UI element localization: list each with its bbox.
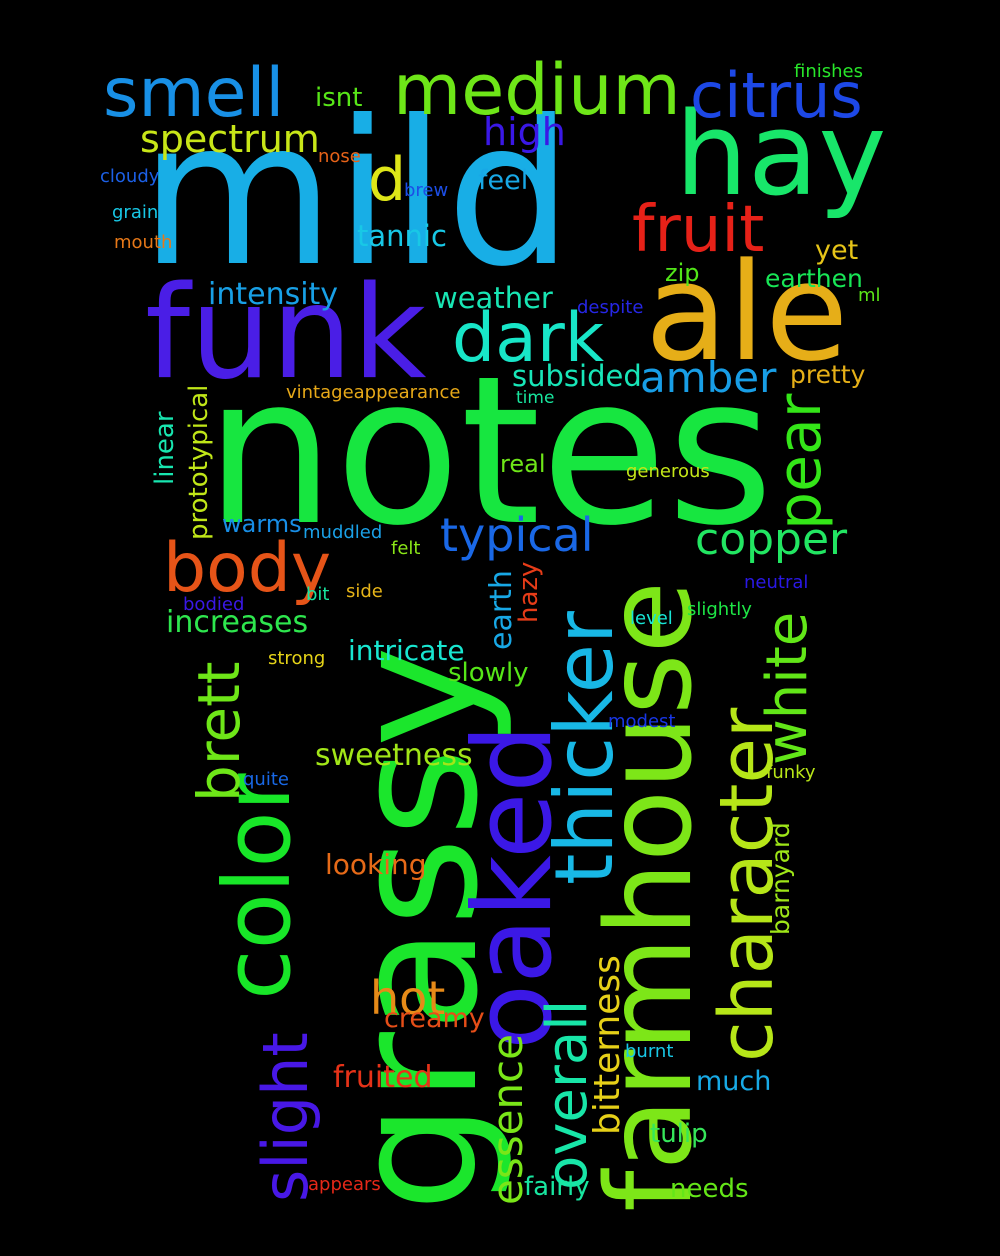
word-citrus: citrus xyxy=(690,59,863,132)
word-smell: smell xyxy=(103,54,285,133)
word-hay: hay xyxy=(675,88,887,222)
word-typical: typical xyxy=(440,508,594,562)
word-generous: generous xyxy=(626,461,710,482)
word-time: time xyxy=(516,388,555,408)
word-muddled: muddled xyxy=(303,522,383,543)
word-medium: medium xyxy=(393,49,681,131)
word-bit: bit xyxy=(306,584,330,605)
word-d: d xyxy=(368,145,407,215)
word-hot: hot xyxy=(370,971,446,1025)
word-neutral: neutral xyxy=(744,572,809,593)
word-quite: quite xyxy=(243,769,289,790)
word-intricate: intricate xyxy=(348,634,465,667)
word-high: high xyxy=(483,110,566,154)
word-barnyard: barnyard xyxy=(766,822,795,935)
word-weather: weather xyxy=(434,281,553,315)
word-white: white xyxy=(755,611,820,765)
word-amber: amber xyxy=(640,353,777,402)
word-much: much xyxy=(696,1066,772,1097)
word-zip: zip xyxy=(665,259,700,287)
word-mouth: mouth xyxy=(114,232,173,253)
word-appears: appears xyxy=(308,1174,381,1195)
word-essence: essence xyxy=(483,1034,532,1205)
word-hazy: hazy xyxy=(514,561,544,623)
word-level: level xyxy=(630,608,673,629)
word-needs: needs xyxy=(670,1174,749,1204)
word-yet: yet xyxy=(815,235,859,266)
word-finishes: finishes xyxy=(794,61,863,82)
word-prototypical: prototypical xyxy=(184,384,214,540)
word-tulip: tulip xyxy=(650,1119,708,1149)
word-ml: ml xyxy=(858,285,881,306)
word-intensity: intensity xyxy=(208,277,339,312)
word-subsided: subsided xyxy=(512,359,642,393)
word-real: real xyxy=(500,450,546,478)
word-spectrum: spectrum xyxy=(140,117,320,161)
word-fruit: fruit xyxy=(632,193,765,267)
word-dark: dark xyxy=(452,299,605,378)
word-pretty: pretty xyxy=(790,360,866,389)
word-mild: mild xyxy=(140,78,573,311)
word-bodied: bodied xyxy=(183,594,245,615)
word-pear: pear xyxy=(765,393,835,530)
word-felt: felt xyxy=(391,538,421,559)
word-notes: notes xyxy=(205,333,774,571)
word-isnt: isnt xyxy=(315,83,363,113)
word-cloudy: cloudy xyxy=(100,166,160,187)
word-grain: grain xyxy=(112,202,159,223)
word-earth: earth xyxy=(484,570,519,650)
word-creamy: creamy xyxy=(384,1003,485,1034)
word-warms: warms xyxy=(222,510,302,538)
word-burnt: burnt xyxy=(625,1041,674,1062)
word-bitterness: bitterness xyxy=(587,955,628,1135)
word-strong: strong xyxy=(268,648,326,669)
word-linear: linear xyxy=(150,411,180,485)
word-increases: increases xyxy=(166,605,309,640)
word-looking: looking xyxy=(325,848,427,881)
word-slowly: slowly xyxy=(448,658,529,688)
word-nose: nose xyxy=(318,146,361,167)
word-sweetness: sweetness xyxy=(315,738,473,773)
word-despite: despite xyxy=(577,297,644,318)
word-brett: brett xyxy=(185,661,253,802)
word-fruited: fruited xyxy=(333,1060,433,1095)
word-vintageappearance: vintageappearance xyxy=(286,382,461,403)
word-tannic: tannic xyxy=(357,219,447,253)
word-color: color xyxy=(204,773,311,1000)
word-feel: feel xyxy=(478,165,529,196)
word-earthen: earthen xyxy=(765,264,863,293)
word-copper: copper xyxy=(695,514,848,565)
word-ale: ale xyxy=(645,234,849,391)
word-side: side xyxy=(346,581,383,602)
word-funk: funk xyxy=(145,259,427,408)
word-fairly: fairly xyxy=(524,1172,590,1202)
word-slightly: slightly xyxy=(687,599,752,620)
word-modest: modest xyxy=(608,711,676,732)
word-funky: funky xyxy=(766,762,816,783)
word-brew: brew xyxy=(404,180,449,201)
word-thicker: thicker xyxy=(538,611,631,885)
word-body: body xyxy=(163,529,332,608)
